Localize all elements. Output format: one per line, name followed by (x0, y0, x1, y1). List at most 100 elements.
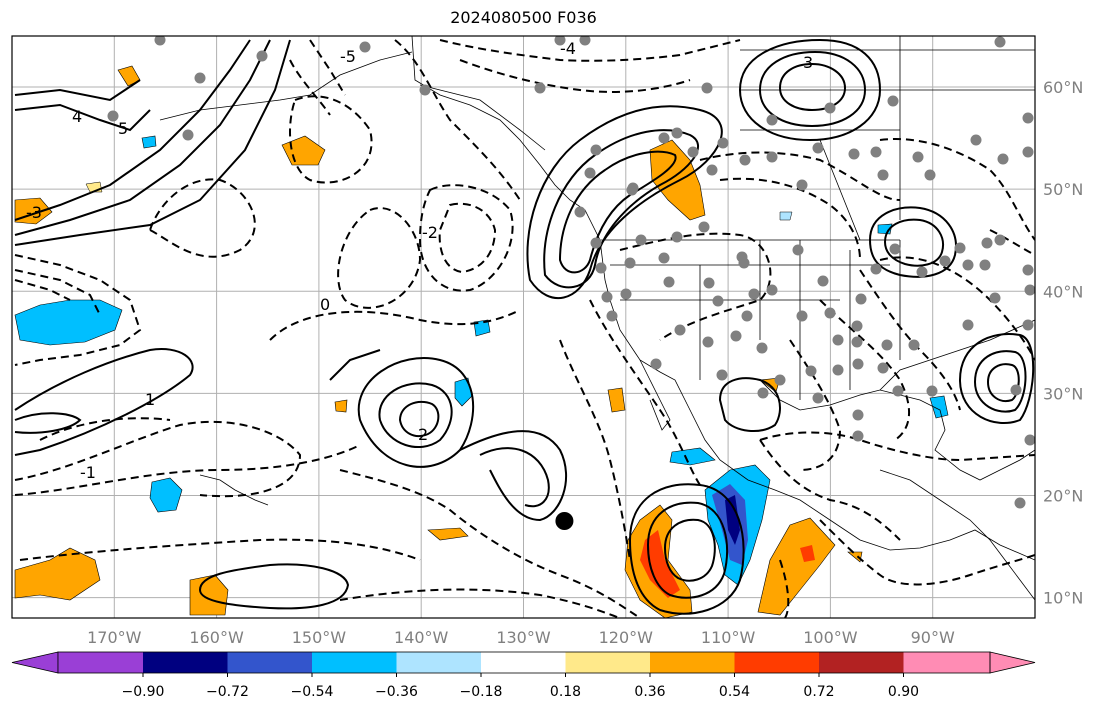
station-dot (674, 324, 686, 336)
station-dot (590, 144, 602, 156)
colorbar-segment (312, 652, 397, 673)
station-dot (1022, 264, 1034, 276)
station-dot (1022, 319, 1034, 331)
shade-cool-mexico-3 (725, 495, 740, 545)
clabel-minus-4: -4 (560, 39, 576, 58)
colorbar-segment (396, 652, 481, 673)
station-dot (766, 151, 778, 163)
colorbar-tick-label: 0.54 (719, 684, 750, 700)
clabel-plus-1: 1 (145, 390, 155, 409)
station-dot (182, 129, 194, 141)
contour-pos-center-low-2 (378, 382, 453, 449)
longitude-tick-labels: 170°W 160°W 150°W 140°W 130°W 120°W 110°W 100°W… (87, 628, 955, 647)
lat-tick-label: 10°N (1043, 589, 1083, 608)
station-dot (817, 275, 829, 287)
colorbar-tick-label: −0.72 (206, 684, 249, 700)
shade-cool-small (779, 211, 793, 221)
map-title: 2024080500 F036 (450, 8, 597, 27)
station-dot (627, 182, 639, 194)
contour-pos-ne-high (738, 38, 882, 142)
station-dot (852, 409, 864, 421)
contour-pos-center-tail-2 (479, 447, 550, 508)
contour-pos-florida-2 (973, 350, 1027, 413)
station-dot (730, 330, 742, 342)
station-dot (970, 134, 982, 146)
shade-warm-center (427, 527, 469, 541)
station-dot (712, 295, 724, 307)
colorbar-segment (650, 652, 735, 673)
colorbar-frame (57, 651, 991, 674)
clabel-minus-5: -5 (340, 47, 356, 66)
colorbar-tick-label: −0.54 (291, 684, 334, 700)
station-dot (981, 237, 993, 249)
station-dot (703, 277, 715, 289)
station-dot (595, 262, 607, 274)
clabel-plus-5: 5 (118, 119, 128, 138)
contour-pos-florida-3 (986, 363, 1020, 402)
station-dot (256, 50, 268, 62)
colorbar-segment (903, 652, 990, 673)
shade-cool-w-pacific (14, 299, 123, 346)
station-dot (702, 336, 714, 348)
station-dot (687, 146, 699, 158)
station-dot (601, 291, 613, 303)
station-dot (574, 206, 586, 218)
contour-pos-center-tail (459, 430, 568, 522)
contour-pos-center-low-3 (398, 400, 440, 438)
station-dot (796, 310, 808, 322)
contour-pos-great-lakes (868, 206, 957, 278)
station-dot (194, 72, 206, 84)
lat-tick-label: 50°N (1043, 180, 1083, 199)
station-dot (877, 362, 889, 374)
contour-pos-storm-2 (646, 501, 729, 599)
station-dot (757, 387, 769, 399)
station-dot (792, 244, 804, 256)
station-dot (832, 364, 844, 376)
shade-warm-small-2 (334, 399, 348, 413)
lon-tick-label: 100°W (803, 628, 858, 647)
station-dot (912, 151, 924, 163)
station-dot (855, 293, 867, 305)
shade-warm-small-3 (847, 551, 863, 563)
contour-pos-nw-canada-3 (558, 150, 677, 274)
station-dot (748, 288, 760, 300)
contour-pos-w-middle (14, 348, 194, 456)
contours-dashed (14, 39, 1035, 618)
station-dot (924, 169, 936, 181)
clabel-plus-3: 3 (803, 53, 813, 72)
colorbar-tick-labels: −0.90 −0.72 −0.54 −0.36 −0.18 0.18 0.36 0.54 0.7… (122, 673, 919, 700)
station-dot (1022, 112, 1034, 124)
station-dot (658, 252, 670, 264)
station-dot (766, 114, 778, 126)
contour-pos-nw-3 (14, 39, 291, 246)
contour-pos-nw-canada (526, 105, 723, 300)
station-dot (926, 385, 938, 397)
contour-pos-storm (628, 483, 745, 615)
lon-tick-label: 90°W (911, 628, 955, 647)
contour-pos-w-middle-2 (14, 412, 82, 434)
station-dot (979, 259, 991, 271)
station-dot (877, 169, 889, 181)
contour-pos-storm-3 (663, 518, 716, 582)
contour-pos-nw-5 (14, 79, 141, 102)
station-dot (994, 234, 1006, 246)
station-dot (698, 221, 710, 233)
contour-pos-center-low (357, 357, 475, 468)
clabel-plus-4: 4 (72, 107, 82, 126)
contour-pos-center-top (329, 349, 381, 381)
station-dot (534, 82, 546, 94)
station-dot (916, 266, 928, 278)
contour-pos-nw-4 (14, 103, 151, 132)
clabel-minus-2: -2 (422, 223, 438, 242)
station-dot (739, 154, 751, 166)
colorbar-tick-label: −0.36 (375, 684, 418, 700)
station-dot (908, 339, 920, 351)
station-dot (805, 365, 817, 377)
lon-tick-label: 120°W (599, 628, 654, 647)
station-dot (848, 148, 860, 160)
shade-red-mexico-coast (800, 545, 815, 562)
station-dot (994, 36, 1006, 48)
colorbar-tick-label: 0.18 (550, 684, 581, 700)
station-dot (851, 336, 863, 348)
